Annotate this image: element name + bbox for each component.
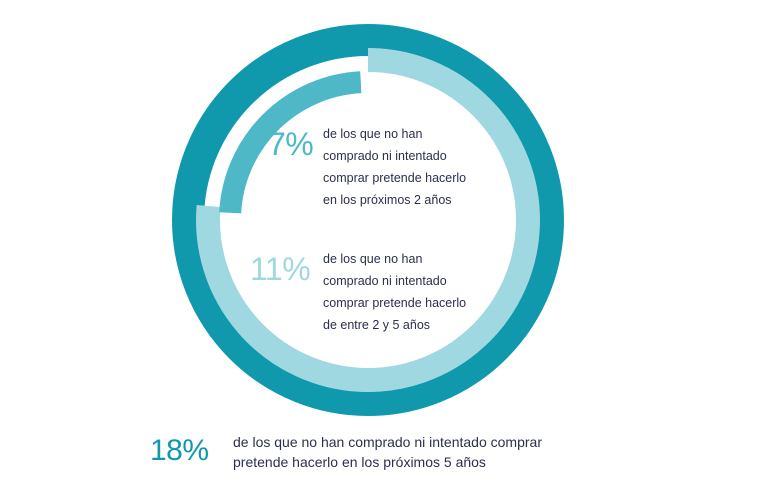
percent-label-18: 18% [150, 434, 209, 467]
percent-label-11: 11% [250, 251, 311, 287]
description-7: de los que no han comprado ni intentado … [323, 123, 466, 211]
description-18-line: pretende hacerlo en los próximos 5 años [233, 454, 486, 470]
description-18: de los que no han comprado ni intentado … [233, 432, 542, 472]
description-11-line: comprado ni intentado [323, 274, 447, 288]
description-18-line: de los que no han comprado ni intentado … [233, 434, 542, 450]
percent-label-7: 7% [268, 126, 314, 162]
description-7-line: comprar pretende hacerlo [323, 171, 467, 185]
description-7-line: comprado ni intentado [323, 149, 447, 163]
description-11-line: de los que no han [323, 252, 423, 266]
description-7-line: en los próximos 2 años [323, 193, 452, 207]
description-11-line: comprar pretende hacerlo [323, 296, 467, 310]
arc-11-percent [196, 48, 540, 392]
description-11: de los que no han comprado ni intentado … [323, 248, 466, 336]
outer-ring [172, 24, 564, 416]
description-11-line: de entre 2 y 5 años [323, 318, 431, 332]
arc-7-percent [219, 71, 362, 214]
description-7-line: de los que no han [323, 127, 423, 141]
